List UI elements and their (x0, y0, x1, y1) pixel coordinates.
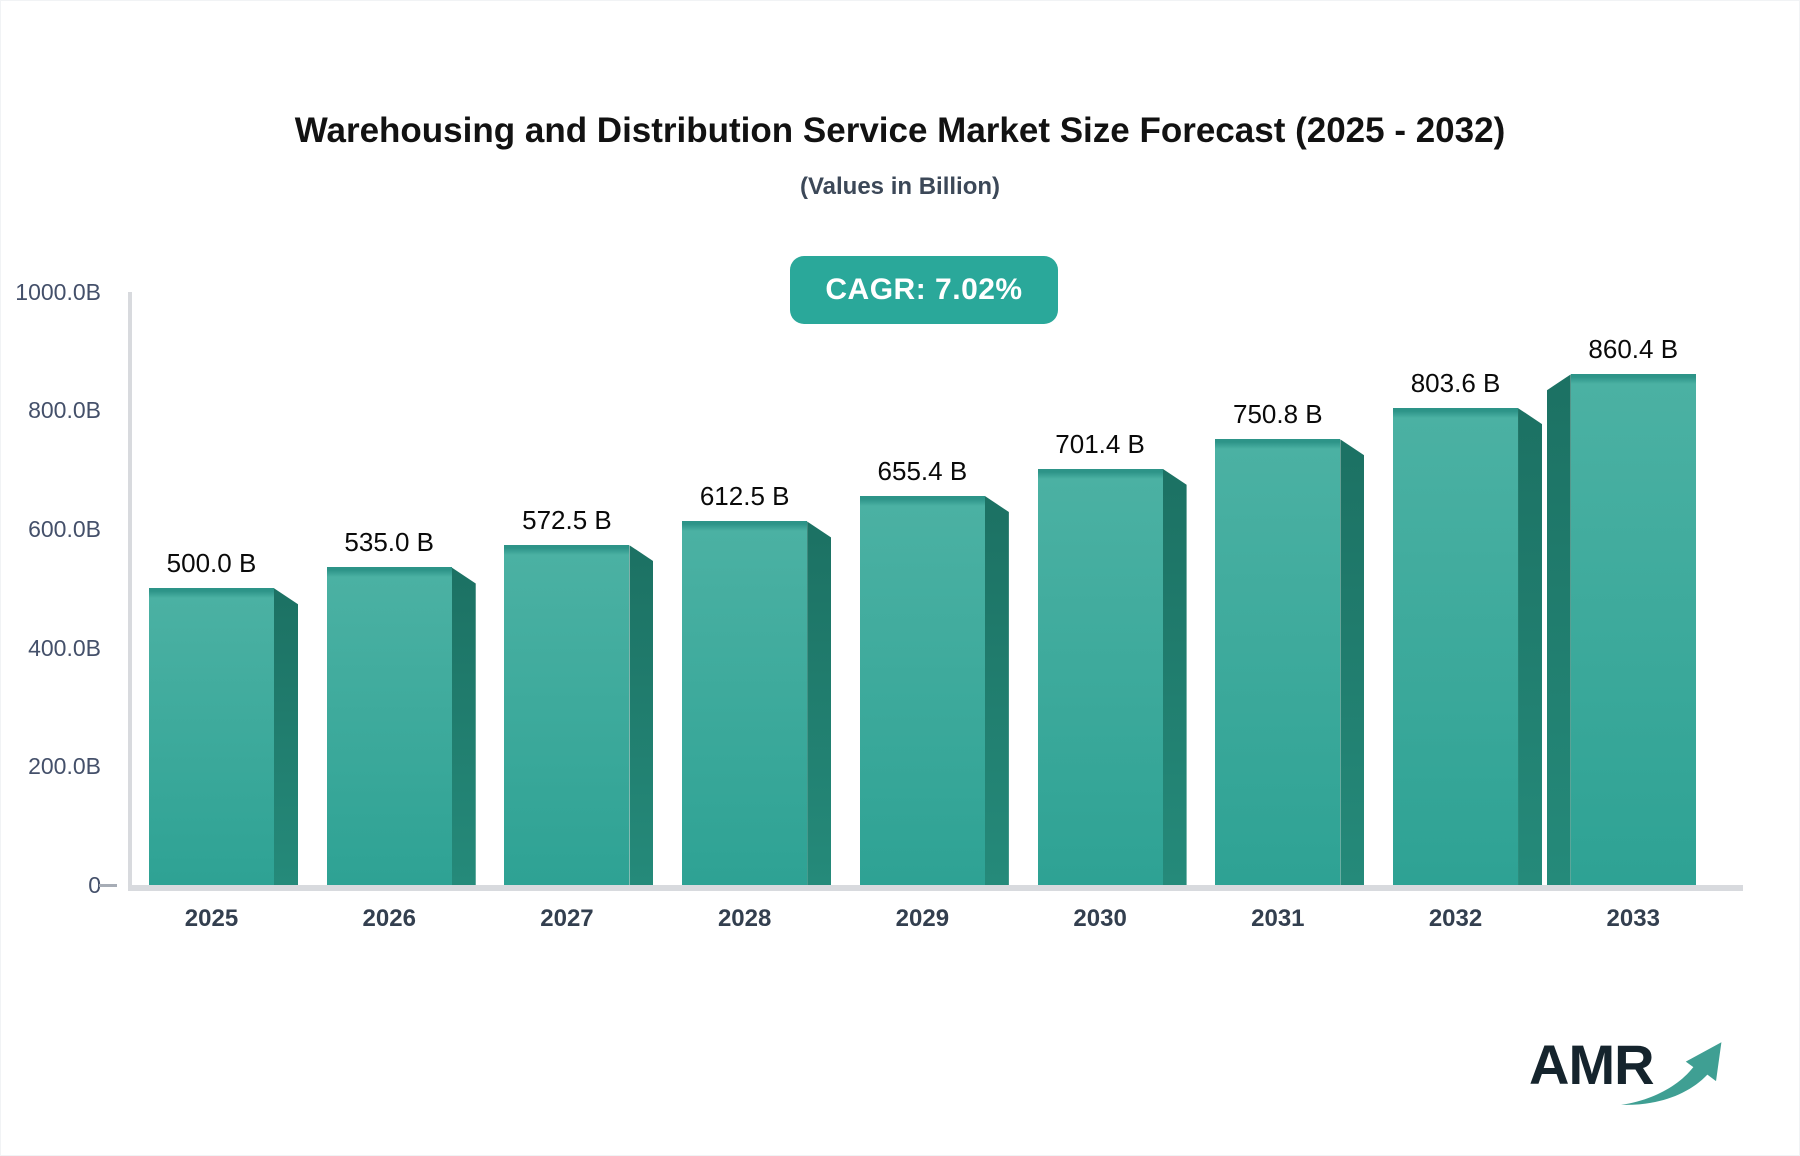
cagr-badge-label: CAGR: 7.02% (825, 273, 1023, 306)
bar-value-label-2031: 750.8 B (1232, 399, 1323, 430)
x-axis-label-2025: 2025 (184, 905, 239, 932)
bar-value-label-2026: 535.0 B (344, 527, 435, 558)
bar-side-face-2030 (1162, 468, 1187, 885)
chart-title: Warehousing and Distribution Service Mar… (294, 111, 1506, 150)
bar-side-face-2031 (1340, 439, 1365, 885)
bar-2031 (1215, 439, 1341, 885)
bar-2032 (1393, 408, 1519, 885)
bar-value-label-2033: 860.4 B (1588, 334, 1679, 365)
amr-logo: AMR (1529, 1031, 1722, 1117)
y-tick-label-200: 200.0B (28, 753, 101, 780)
amr-logo-text: AMR (1529, 1033, 1655, 1096)
bar-2028 (682, 521, 808, 885)
bar-side-face-2033 (1546, 374, 1571, 885)
y-tick-label-400: 400.0B (28, 634, 101, 661)
bar-2033 (1570, 374, 1696, 885)
y-tick-label-1000: 1000.0B (15, 278, 101, 305)
bar-side-face-2027 (629, 545, 654, 885)
x-axis-label-2031: 2031 (1251, 905, 1305, 932)
x-axis-baseline (128, 885, 1743, 891)
x-axis-label-2030: 2030 (1073, 905, 1127, 932)
bar-value-label-2029: 655.4 B (877, 456, 968, 487)
x-axis-label-2028: 2028 (717, 905, 772, 932)
y-tick-label-800: 800.0B (28, 397, 101, 424)
y-tick-mark-0 (99, 884, 117, 887)
bar-value-label-2032: 803.6 B (1410, 368, 1501, 399)
bar-side-face-2026 (451, 567, 476, 885)
bar-value-label-2030: 701.4 B (1055, 428, 1145, 459)
bar-2026 (326, 567, 452, 885)
x-axis-label-2027: 2027 (540, 905, 594, 932)
bar-value-label-2028: 612.5 B (699, 481, 790, 512)
bar-side-face-2025 (274, 588, 298, 885)
bar-value-label-2025: 500.0 B (166, 548, 257, 579)
x-axis-label-2026: 2026 (362, 905, 416, 932)
x-axis-label-2032: 2032 (1428, 905, 1483, 932)
y-tick-label-0: 0 (88, 872, 101, 898)
chart-subtitle: (Values in Billion) (799, 173, 1001, 200)
bar-value-label-2027: 572.5 B (522, 505, 612, 536)
bar-side-face-2029 (984, 496, 1009, 885)
y-tick-label-600: 600.0B (28, 515, 101, 542)
cagr-badge: CAGR: 7.02% (790, 256, 1058, 324)
x-axis-label-2029: 2029 (895, 905, 950, 932)
arrow-swoosh (1621, 1042, 1722, 1105)
y-axis-line (128, 292, 132, 885)
bar-2029 (859, 496, 985, 885)
x-axis-label-2033: 2033 (1606, 905, 1660, 932)
bar-side-face-2028 (807, 521, 832, 885)
amr-logo-arrow-icon (1621, 1042, 1722, 1105)
bar-2025 (149, 588, 274, 885)
bar-2030 (1037, 468, 1163, 885)
bar-side-face-2032 (1518, 408, 1543, 885)
bar-2027 (504, 545, 630, 885)
